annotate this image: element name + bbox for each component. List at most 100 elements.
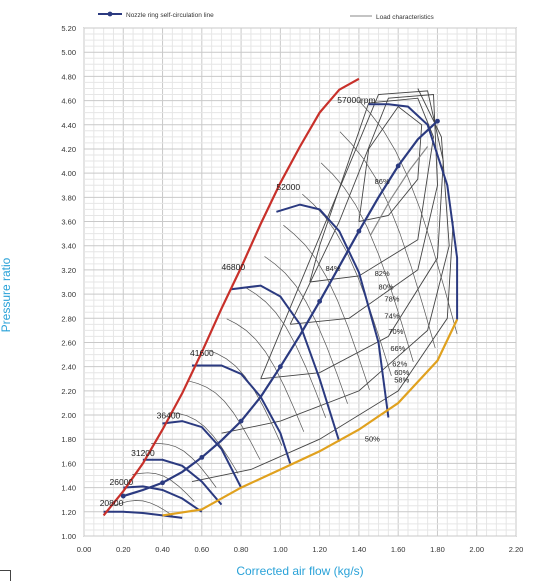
y-tick-label: 2.00 bbox=[61, 411, 76, 420]
map-mesh-line bbox=[188, 380, 261, 460]
efficiency-contour bbox=[289, 94, 438, 325]
y-tick-label: 2.60 bbox=[61, 338, 76, 347]
map-mesh-line bbox=[132, 472, 195, 502]
map-mesh-line bbox=[283, 224, 370, 390]
efficiency-label: 78% bbox=[384, 294, 399, 303]
map-mesh-line bbox=[339, 131, 436, 349]
legend-label-self-circulation: Nozzle ring self-circulation line bbox=[126, 12, 214, 19]
self-circulation-marker bbox=[120, 493, 126, 499]
efficiency-label: 66% bbox=[390, 344, 405, 353]
map-mesh-line bbox=[207, 349, 283, 446]
series-choke-line bbox=[162, 319, 459, 517]
map-mesh-line bbox=[151, 443, 217, 488]
self-circulation-marker bbox=[160, 480, 165, 486]
self-circulation-marker bbox=[277, 364, 283, 370]
speed-line-41600 bbox=[192, 364, 292, 464]
y-tick-label: 4.60 bbox=[61, 97, 76, 106]
speed-line-20800 bbox=[103, 510, 183, 519]
y-tick-label: 4.20 bbox=[61, 145, 76, 154]
efficiency-label: 84% bbox=[326, 264, 341, 273]
legend-label-load: Load characteristics bbox=[376, 14, 435, 21]
speed-label: 31200 bbox=[131, 448, 155, 458]
efficiency-label: 50% bbox=[365, 435, 380, 444]
efficiency-label: 60% bbox=[394, 368, 409, 377]
map-mesh-line bbox=[245, 287, 327, 418]
speed-line-57000 bbox=[368, 103, 459, 320]
efficiency-label: 82% bbox=[375, 269, 390, 278]
x-tick-label: 0.60 bbox=[195, 545, 210, 554]
x-tick-label: 1.40 bbox=[352, 545, 367, 554]
legend-marker-self-circulation bbox=[107, 11, 113, 17]
y-tick-label: 1.80 bbox=[61, 435, 76, 444]
x-tick-label: 1.00 bbox=[273, 545, 288, 554]
efficiency-contour bbox=[260, 90, 444, 380]
y-tick-label: 3.20 bbox=[61, 266, 76, 275]
y-tick-label: 3.60 bbox=[61, 218, 76, 227]
map-mesh-line bbox=[320, 162, 414, 363]
y-axis-label: Pressure ratio bbox=[0, 257, 13, 333]
x-tick-label: 1.20 bbox=[312, 545, 327, 554]
series-surge-line bbox=[102, 77, 360, 517]
corner-mark bbox=[0, 570, 11, 581]
map-mesh-line bbox=[358, 100, 458, 335]
y-tick-label: 4.80 bbox=[61, 72, 76, 81]
map-mesh-line bbox=[264, 256, 348, 404]
efficiency-label: 62% bbox=[392, 360, 407, 369]
series-load-characteristics bbox=[370, 146, 429, 236]
efficiency-contour bbox=[309, 97, 434, 283]
self-circulation-marker bbox=[356, 228, 362, 234]
x-tick-label: 0.80 bbox=[234, 545, 249, 554]
y-tick-label: 1.00 bbox=[61, 532, 76, 541]
y-tick-label: 1.20 bbox=[61, 508, 76, 517]
y-tick-label: 3.00 bbox=[61, 290, 76, 299]
speed-line-52000 bbox=[276, 203, 390, 418]
y-tick-label: 2.40 bbox=[61, 363, 76, 372]
self-circulation-marker bbox=[395, 163, 401, 169]
x-tick-label: 1.80 bbox=[430, 545, 445, 554]
speed-line-46800 bbox=[231, 284, 341, 442]
efficiency-contour bbox=[221, 88, 450, 434]
y-tick-label: 4.40 bbox=[61, 121, 76, 130]
efficiency-label: 70% bbox=[388, 327, 403, 336]
y-tick-label: 1.60 bbox=[61, 459, 76, 468]
y-tick-label: 4.00 bbox=[61, 169, 76, 178]
speed-line-36400 bbox=[162, 420, 242, 489]
y-tick-label: 5.20 bbox=[61, 24, 76, 33]
speed-label: 41600 bbox=[190, 348, 214, 358]
speed-label: 26000 bbox=[110, 477, 134, 487]
speed-label: 36400 bbox=[157, 411, 181, 421]
self-circulation-marker bbox=[238, 418, 244, 424]
self-circulation-marker bbox=[199, 454, 205, 460]
y-tick-label: 5.00 bbox=[61, 48, 76, 57]
x-tick-label: 0.00 bbox=[77, 545, 92, 554]
x-axis-label: Corrected air flow (kg/s) bbox=[236, 564, 364, 578]
efficiency-label: 80% bbox=[379, 282, 394, 291]
x-tick-label: 1.60 bbox=[391, 545, 406, 554]
speed-line-26000 bbox=[123, 485, 203, 513]
speed-label: 57000rpm bbox=[337, 95, 375, 105]
map-mesh-line bbox=[113, 500, 173, 516]
efficiency-label: 58% bbox=[394, 375, 409, 384]
y-tick-label: 3.40 bbox=[61, 242, 76, 251]
x-tick-label: 2.00 bbox=[469, 545, 484, 554]
speed-label: 46800 bbox=[221, 262, 245, 272]
y-tick-label: 3.80 bbox=[61, 193, 76, 202]
speed-label: 20800 bbox=[100, 498, 124, 508]
self-circulation-marker bbox=[317, 298, 323, 304]
x-tick-label: 0.40 bbox=[155, 545, 170, 554]
y-axis-label-wrap: Pressure ratio bbox=[0, 240, 14, 350]
efficiency-contour bbox=[358, 105, 423, 222]
speed-line-31200 bbox=[142, 458, 223, 506]
map-mesh-line bbox=[226, 318, 305, 432]
map-mesh-line bbox=[170, 411, 239, 474]
self-circulation-marker bbox=[435, 118, 440, 124]
efficiency-label: 74% bbox=[384, 311, 399, 320]
y-tick-label: 2.80 bbox=[61, 314, 76, 323]
y-tick-label: 1.40 bbox=[61, 484, 76, 493]
x-tick-label: 0.20 bbox=[116, 545, 131, 554]
x-tick-label: 2.20 bbox=[509, 545, 524, 554]
efficiency-label: 86% bbox=[375, 177, 390, 186]
speed-label: 52000 bbox=[276, 182, 300, 192]
y-tick-label: 2.20 bbox=[61, 387, 76, 396]
